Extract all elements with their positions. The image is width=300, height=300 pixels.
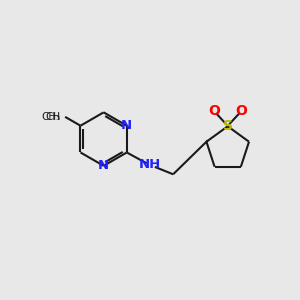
Text: CH₃: CH₃: [41, 112, 60, 122]
Text: S: S: [223, 119, 233, 133]
Text: N: N: [121, 119, 132, 132]
Text: O: O: [236, 104, 247, 118]
Text: NH: NH: [139, 158, 161, 171]
Text: CH: CH: [45, 112, 60, 122]
Text: N: N: [98, 159, 109, 172]
Text: O: O: [208, 104, 220, 118]
